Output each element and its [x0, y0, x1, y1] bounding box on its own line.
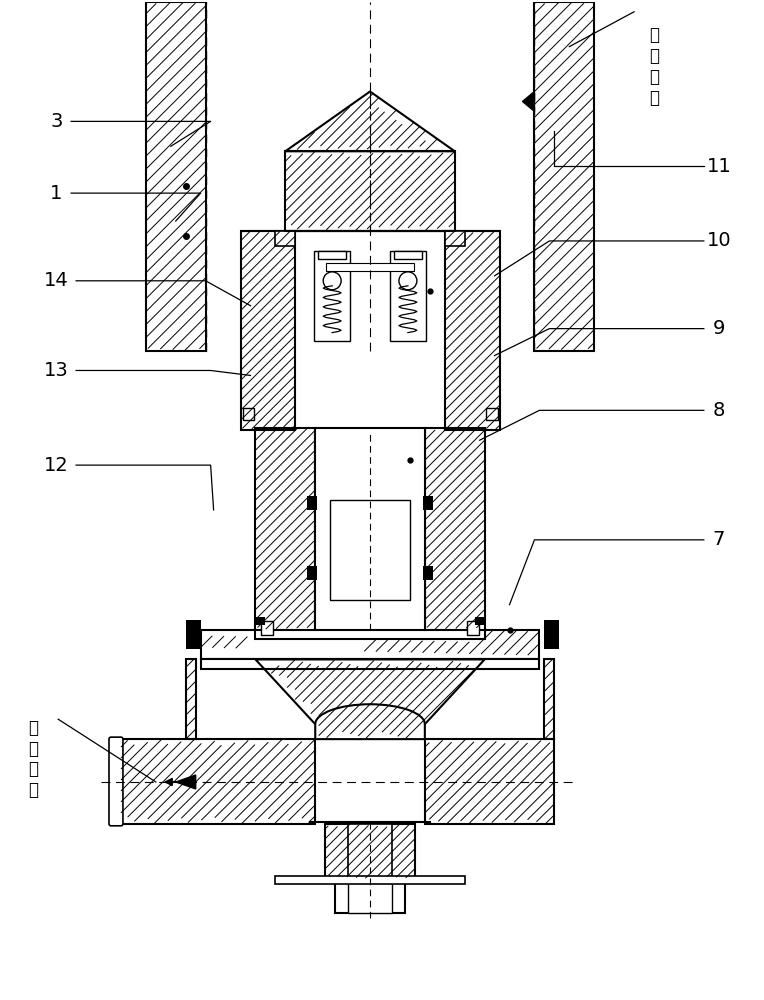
Circle shape: [323, 272, 342, 290]
Text: 1: 1: [50, 184, 63, 203]
Polygon shape: [523, 91, 535, 111]
Bar: [394, 251, 422, 259]
Text: 3: 3: [50, 112, 63, 131]
Text: 8: 8: [713, 401, 725, 420]
Text: 缸
底
通
道: 缸 底 通 道: [28, 719, 38, 799]
Text: 11: 11: [707, 157, 731, 176]
Bar: [261, 621, 274, 635]
Text: 12: 12: [44, 456, 69, 475]
Bar: [275, 876, 465, 884]
Bar: [326, 263, 414, 271]
Bar: [307, 496, 317, 510]
Bar: [486, 408, 497, 420]
Bar: [422, 566, 433, 580]
Bar: [307, 566, 317, 580]
Bar: [316, 428, 425, 630]
Bar: [319, 251, 346, 259]
Bar: [348, 824, 392, 879]
Circle shape: [399, 272, 417, 290]
Bar: [474, 617, 484, 625]
Bar: [422, 496, 433, 510]
Bar: [242, 408, 254, 420]
Bar: [201, 659, 539, 669]
Bar: [545, 620, 559, 649]
Bar: [314, 251, 350, 341]
Bar: [335, 879, 405, 913]
Polygon shape: [176, 775, 196, 789]
Text: 13: 13: [44, 361, 69, 380]
Bar: [186, 620, 201, 649]
Text: 9: 9: [713, 319, 725, 338]
Text: 7: 7: [713, 530, 725, 549]
Text: 14: 14: [44, 271, 69, 290]
FancyBboxPatch shape: [109, 737, 123, 826]
Bar: [275, 231, 296, 246]
Text: 油
缸
上
腔: 油 缸 上 腔: [649, 26, 659, 107]
Bar: [467, 621, 479, 635]
Bar: [348, 879, 392, 913]
Text: 10: 10: [707, 231, 731, 250]
Bar: [390, 251, 426, 341]
Bar: [255, 617, 265, 625]
Bar: [445, 231, 465, 246]
Bar: [330, 500, 410, 600]
